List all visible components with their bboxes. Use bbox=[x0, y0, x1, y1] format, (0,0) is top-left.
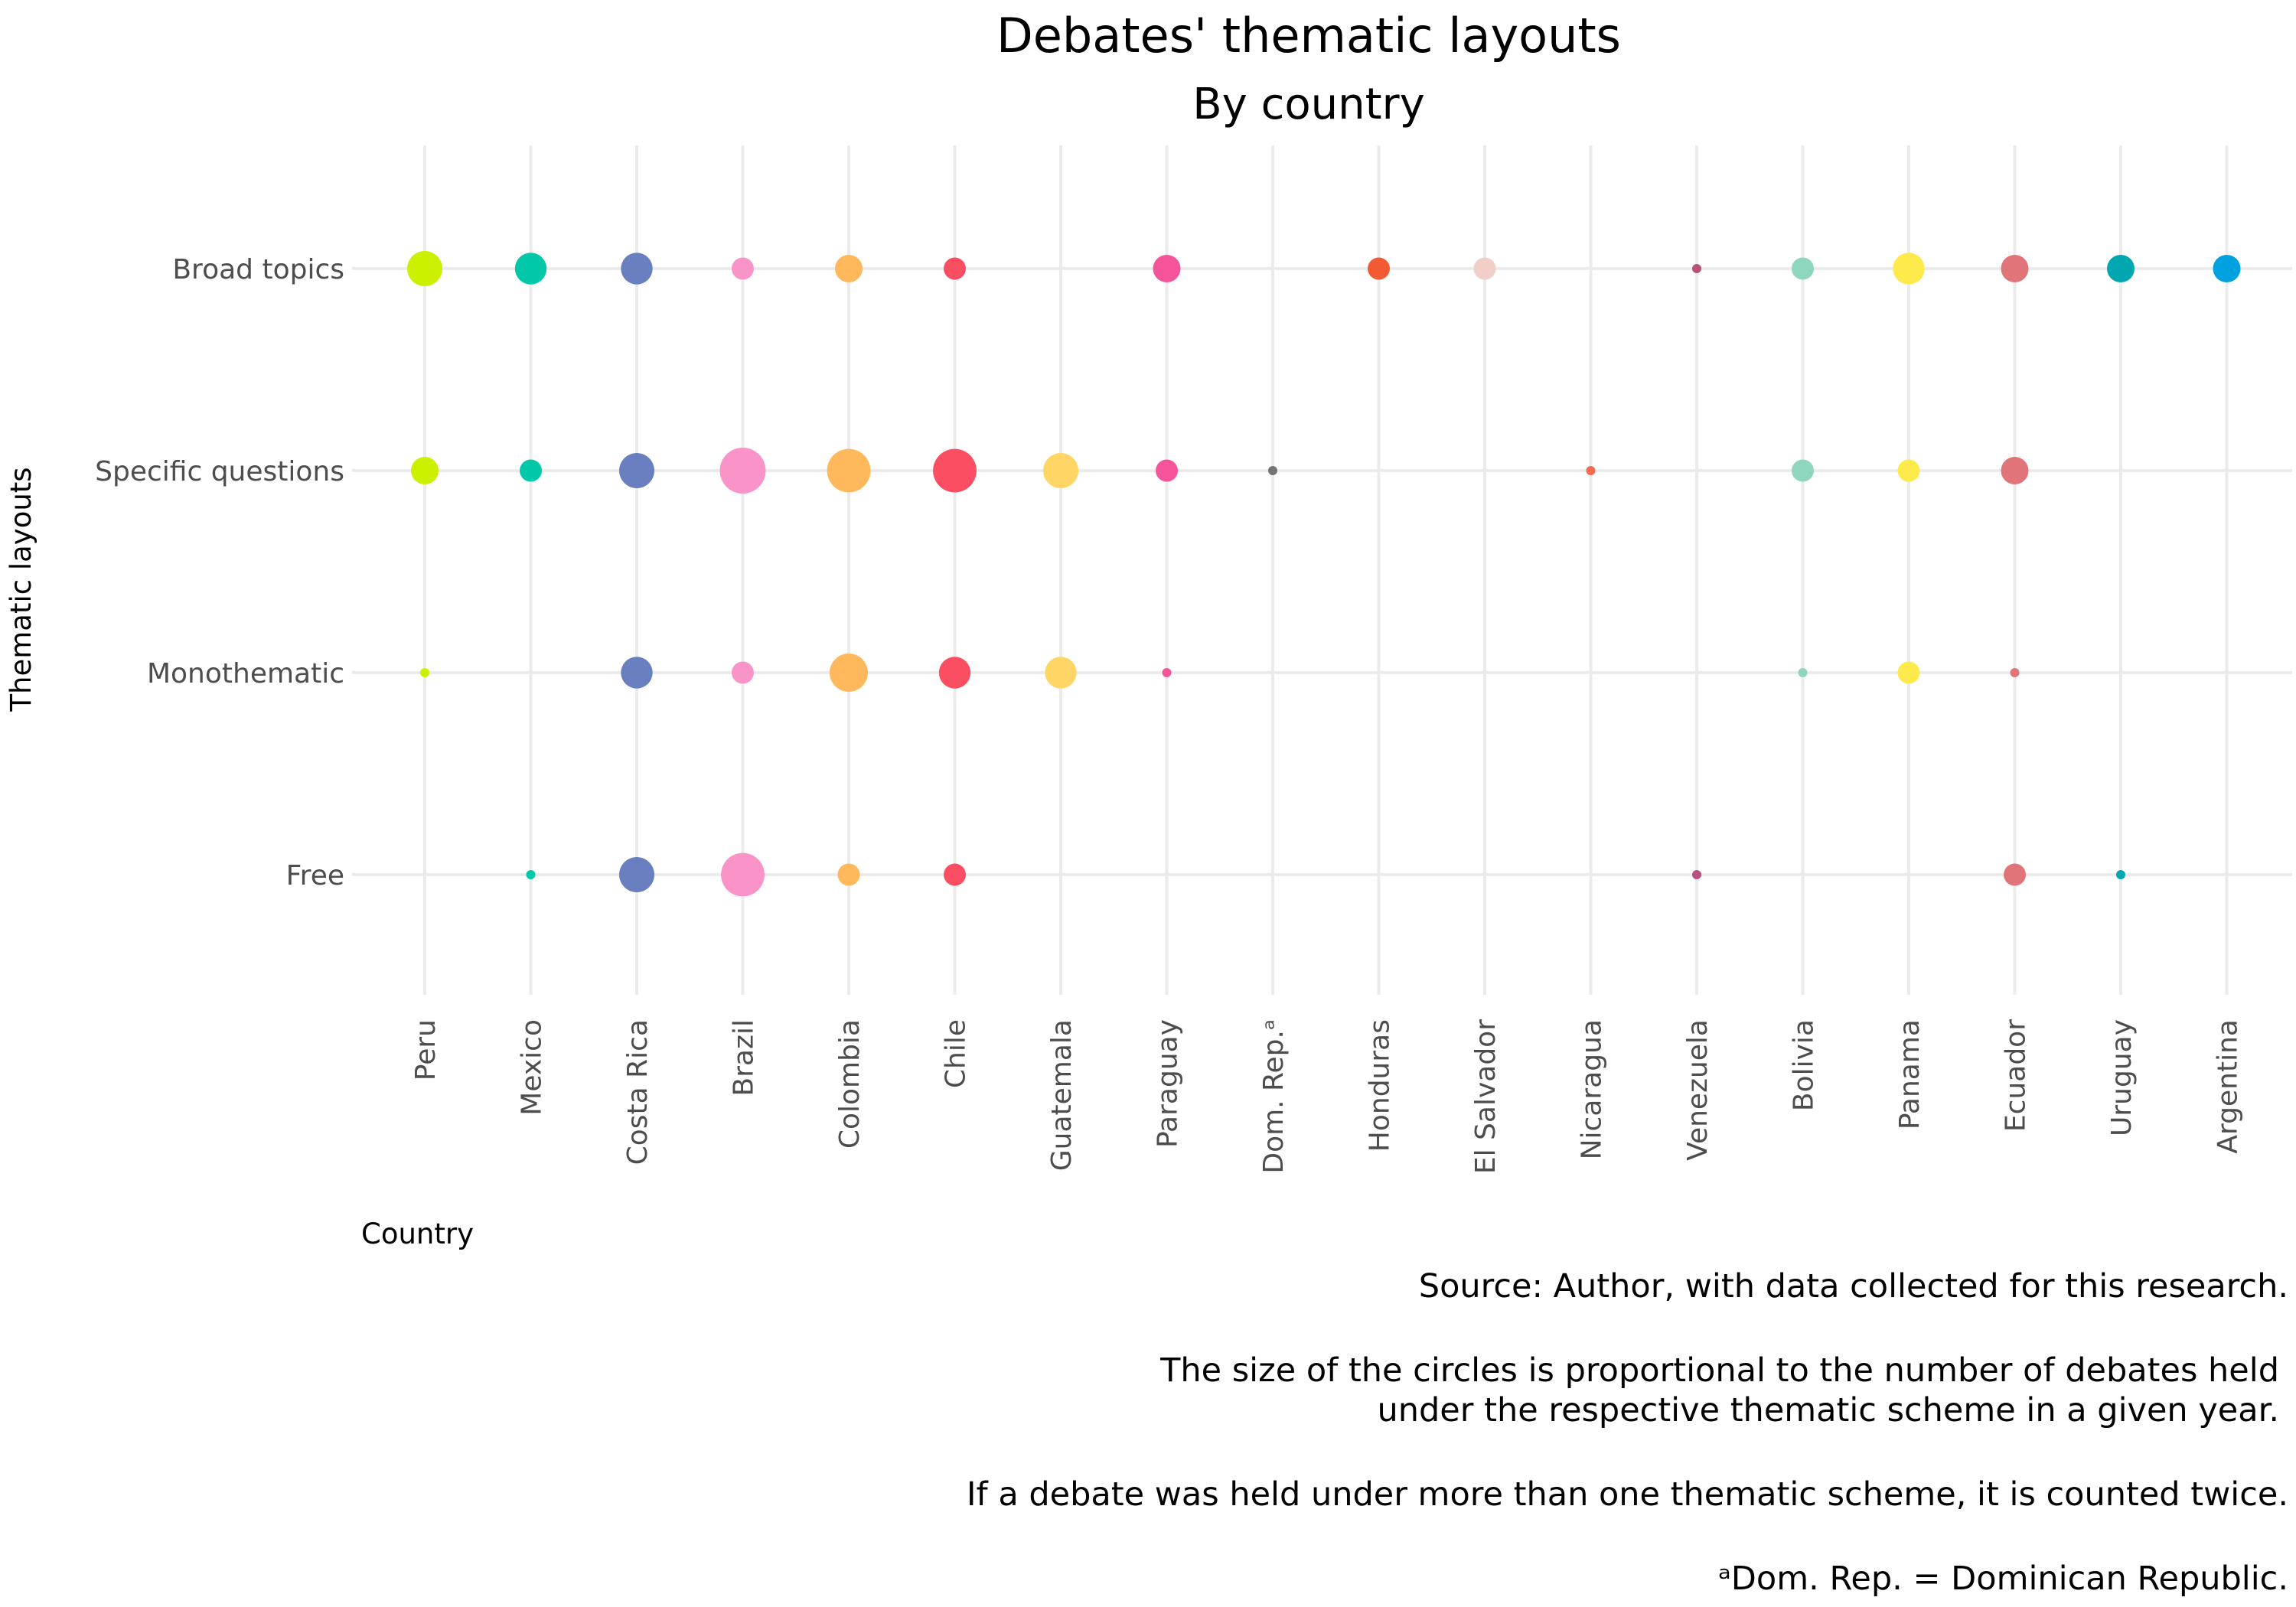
chart-subtitle: By country bbox=[1192, 80, 1425, 129]
x-tick-labels: Peru Mexico Costa Rica Brazil Colombia Chile G… bbox=[410, 1019, 2244, 1174]
point-venezuela-broad-topics bbox=[1692, 264, 1701, 273]
x-tick-nicaragua: Nicaragua bbox=[1577, 1019, 1608, 1159]
caption-size-note-line1: The size of the circles is proportional … bbox=[1159, 1351, 2279, 1390]
point-ecuador-broad-topics bbox=[2001, 255, 2029, 282]
x-tick-panama: Panama bbox=[1894, 1019, 1926, 1129]
point-honduras-broad-topics bbox=[1368, 257, 1390, 280]
point-chile-free bbox=[944, 863, 966, 886]
x-tick-brazil: Brazil bbox=[729, 1019, 760, 1096]
point-el-salvador-broad-topics bbox=[1473, 257, 1496, 280]
x-tick-colombia: Colombia bbox=[834, 1019, 866, 1149]
point-bolivia-broad-topics bbox=[1792, 257, 1814, 280]
point-bolivia-specific-questions bbox=[1792, 459, 1814, 482]
point-paraguay-monothematic bbox=[1162, 668, 1172, 677]
point-panama-monothematic bbox=[1897, 661, 1920, 684]
x-tick-honduras: Honduras bbox=[1365, 1019, 1396, 1152]
point-uruguay-free bbox=[2116, 870, 2125, 879]
x-tick-costa-rica: Costa Rica bbox=[622, 1019, 654, 1165]
data-points bbox=[407, 251, 2241, 897]
point-brazil-free bbox=[721, 852, 765, 897]
x-tick-venezuela: Venezuela bbox=[1682, 1019, 1714, 1161]
point-costa-rica-specific-questions bbox=[619, 453, 654, 488]
x-axis-title: Country bbox=[361, 1217, 474, 1250]
x-gridlines bbox=[423, 145, 2229, 995]
point-bolivia-monothematic bbox=[1798, 668, 1808, 677]
point-peru-monothematic bbox=[420, 668, 429, 677]
point-ecuador-specific-questions bbox=[2001, 457, 2029, 484]
caption-footnote: ᵃDom. Rep. = Dominican Republic. bbox=[1718, 1560, 2288, 1598]
point-paraguay-broad-topics bbox=[1153, 255, 1181, 282]
y-tick-labels: Broad topics Specific questions Monothemat… bbox=[95, 254, 344, 892]
caption-double-count-note: If a debate was held under more than one… bbox=[967, 1475, 2288, 1514]
point-brazil-monothematic bbox=[732, 661, 754, 684]
x-tick-argentina: Argentina bbox=[2213, 1019, 2244, 1154]
y-tick-free: Free bbox=[286, 860, 344, 892]
chart-title: Debates' thematic layouts bbox=[996, 8, 1621, 64]
x-tick-el-salvador: El Salvador bbox=[1470, 1019, 1502, 1174]
point-panama-broad-topics bbox=[1893, 253, 1925, 285]
point-brazil-broad-topics bbox=[732, 257, 754, 280]
point-guatemala-specific-questions bbox=[1043, 453, 1078, 488]
point-colombia-monothematic bbox=[830, 654, 868, 692]
caption-source: Source: Author, with data collected for … bbox=[1419, 1267, 2288, 1305]
chart-caption: Source: Author, with data collected for … bbox=[967, 1267, 2288, 1598]
point-brazil-specific-questions bbox=[719, 448, 766, 494]
y-tick-monothematic: Monothematic bbox=[147, 658, 344, 689]
point-colombia-specific-questions bbox=[827, 448, 871, 493]
x-tick-ecuador: Ecuador bbox=[2001, 1019, 2032, 1132]
point-guatemala-monothematic bbox=[1045, 657, 1077, 689]
x-tick-paraguay: Paraguay bbox=[1153, 1019, 1184, 1148]
x-tick-peru: Peru bbox=[410, 1019, 442, 1081]
y-axis-title: Thematic layouts bbox=[5, 467, 38, 712]
point-ecuador-free bbox=[2004, 863, 2026, 886]
point-costa-rica-free bbox=[619, 857, 654, 892]
point-peru-specific-questions bbox=[411, 457, 439, 484]
point-dom-rep-specific-questions bbox=[1268, 466, 1277, 475]
x-tick-uruguay: Uruguay bbox=[2106, 1019, 2138, 1136]
x-tick-dom-rep: Dom. Rep.ᵃ bbox=[1258, 1019, 1290, 1174]
x-tick-guatemala: Guatemala bbox=[1046, 1019, 1078, 1171]
point-nicaragua-specific-questions bbox=[1586, 466, 1596, 475]
point-mexico-specific-questions bbox=[520, 459, 542, 482]
point-peru-broad-topics bbox=[407, 251, 442, 286]
point-paraguay-specific-questions bbox=[1156, 459, 1178, 482]
point-costa-rica-monothematic bbox=[621, 657, 653, 689]
point-colombia-free bbox=[837, 863, 860, 886]
point-chile-monothematic bbox=[938, 657, 971, 689]
point-uruguay-broad-topics bbox=[2107, 255, 2135, 282]
x-tick-bolivia: Bolivia bbox=[1789, 1019, 1820, 1111]
point-costa-rica-broad-topics bbox=[621, 253, 653, 285]
caption-size-note-line2: under the respective thematic scheme in … bbox=[1378, 1391, 2280, 1429]
y-tick-specific-questions: Specific questions bbox=[95, 456, 344, 487]
point-colombia-broad-topics bbox=[835, 255, 863, 282]
point-venezuela-free bbox=[1692, 870, 1701, 879]
point-chile-specific-questions bbox=[933, 448, 977, 493]
point-mexico-free bbox=[526, 870, 536, 879]
y-gridlines bbox=[352, 267, 2292, 876]
point-argentina-broad-topics bbox=[2213, 255, 2241, 282]
point-mexico-broad-topics bbox=[514, 253, 547, 285]
point-chile-broad-topics bbox=[944, 257, 966, 280]
point-ecuador-monothematic bbox=[2010, 668, 2020, 677]
y-tick-broad-topics: Broad topics bbox=[172, 254, 344, 285]
x-tick-chile: Chile bbox=[941, 1019, 972, 1088]
point-panama-specific-questions bbox=[1897, 459, 1920, 482]
x-tick-mexico: Mexico bbox=[517, 1019, 548, 1116]
